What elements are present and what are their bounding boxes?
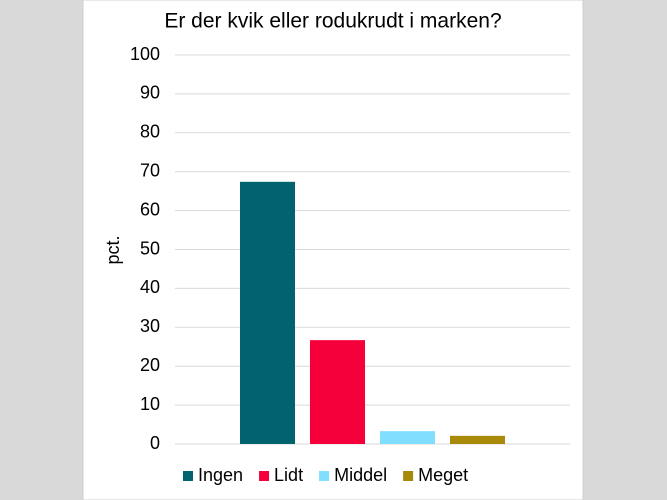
- legend-label: Lidt: [274, 465, 303, 485]
- y-tick-label: 90: [140, 83, 160, 103]
- y-tick-label: 30: [140, 316, 160, 336]
- y-tick-label: 80: [140, 122, 160, 142]
- y-tick-label: 20: [140, 355, 160, 375]
- legend-label: Meget: [418, 465, 468, 485]
- bar: [240, 181, 295, 444]
- y-tick-label: 60: [140, 199, 160, 219]
- legend-label: Ingen: [198, 465, 243, 485]
- bar: [380, 431, 435, 444]
- y-tick-label: 10: [140, 394, 160, 414]
- legend-swatch: [319, 471, 330, 481]
- legend-label: Middel: [334, 465, 387, 485]
- y-tick-label: 100: [130, 44, 160, 64]
- y-tick-label: 0: [150, 433, 160, 453]
- y-tick-label: 70: [140, 160, 160, 180]
- legend-swatch: [403, 471, 414, 481]
- chart-title: Er der kvik eller rodukrudt i marken?: [164, 10, 501, 33]
- legend-swatch: [183, 471, 193, 481]
- y-tick-label: 50: [140, 238, 160, 258]
- bar: [450, 435, 505, 444]
- y-axis-label: pct.: [103, 235, 123, 264]
- bar: [310, 340, 365, 444]
- legend-swatch: [259, 471, 270, 481]
- y-tick-label: 40: [140, 277, 160, 297]
